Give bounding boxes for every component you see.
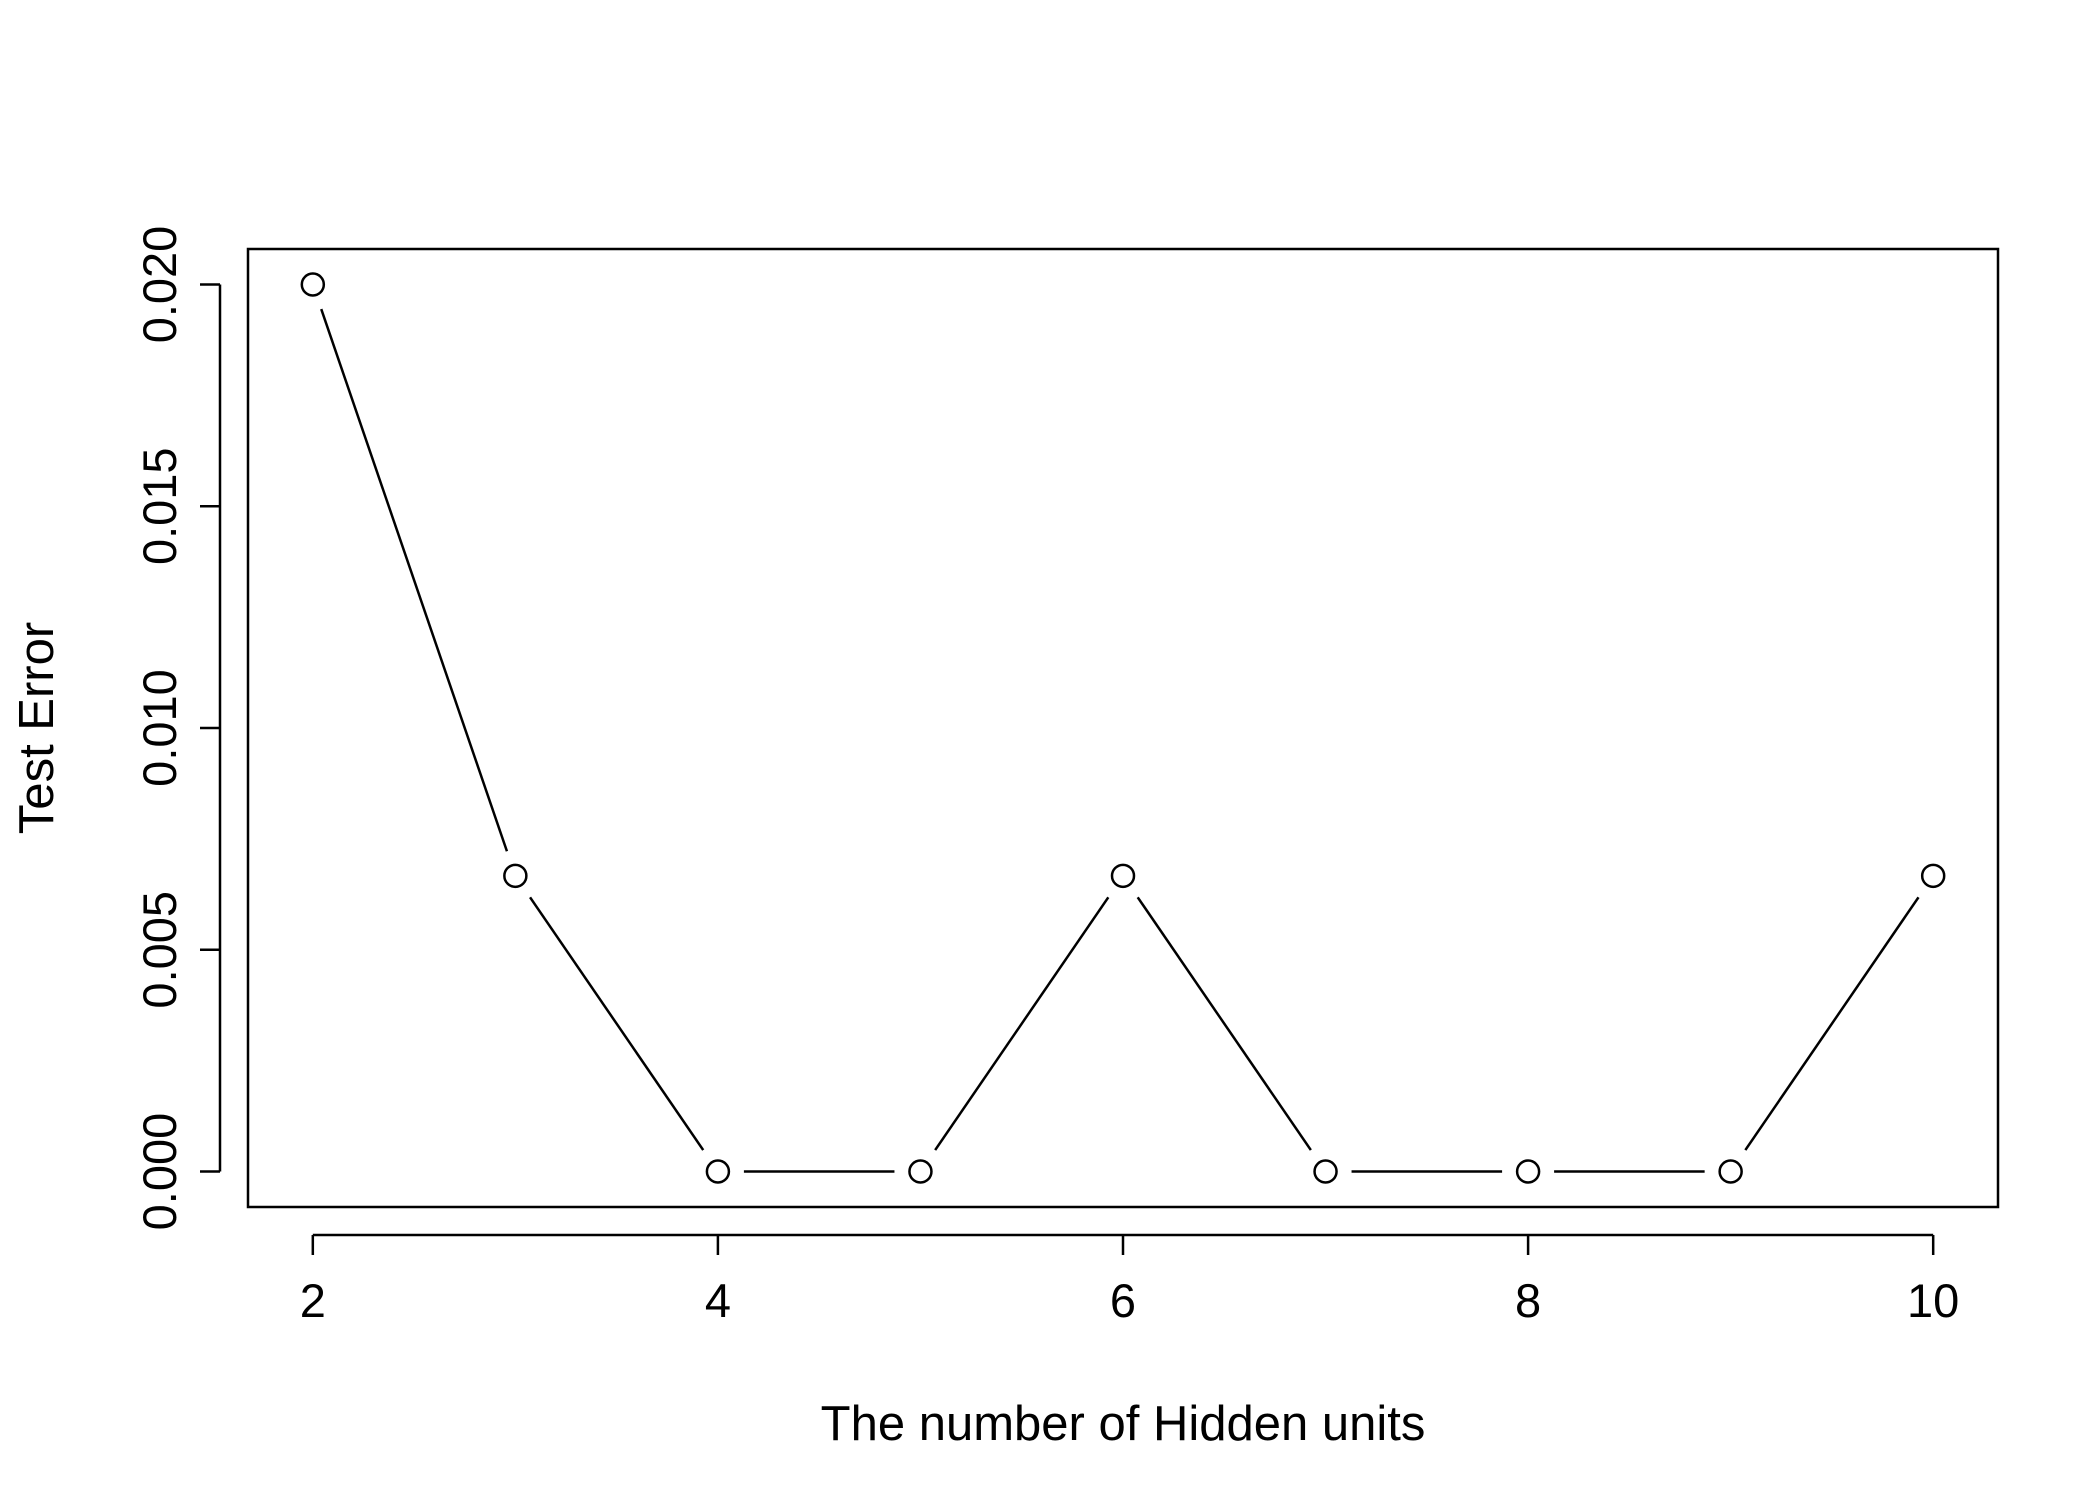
x-tick-label: 2 [300,1274,326,1327]
data-point [1313,1159,1338,1184]
data-point [1515,1159,1541,1184]
data-point [1920,863,1946,889]
y-tick-label: 0.020 [133,226,186,344]
data-point [503,863,528,889]
y-tick-label: 0.010 [133,669,186,787]
y-tick-label: 0.005 [133,891,186,1009]
data-point [705,1159,731,1184]
axes-layer: 2 4 6 8 10 0.000 0.005 0.010 0.015 0.020 [133,226,1959,1327]
plot-frame [246,247,2000,1209]
y-axis-title: Test Error [10,622,64,834]
series-line-segment [529,896,705,1151]
y-tick-label: 0.015 [133,447,186,565]
series-line-segment [320,308,509,852]
y-tick-label: 0.000 [133,1113,186,1231]
x-tick-label: 10 [1907,1274,1959,1327]
x-tick-label: 4 [705,1274,731,1327]
series-line-segment [1136,896,1312,1151]
data-point [1718,1159,1743,1184]
data-point [908,1159,933,1184]
x-axis-title: The number of Hidden units [821,1397,1426,1451]
x-tick-label: 8 [1515,1274,1541,1327]
series-line-segment [1744,896,1920,1151]
series-layer [300,272,1946,1184]
data-point [1110,863,1136,889]
x-tick-label: 6 [1110,1274,1136,1327]
series-line-segment [934,896,1110,1151]
data-point [300,272,326,297]
